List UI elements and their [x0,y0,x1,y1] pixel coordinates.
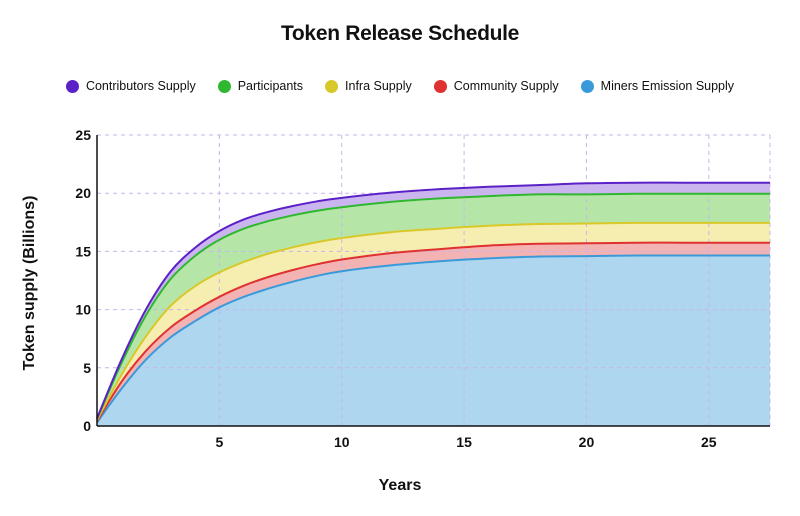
x-tick-label: 20 [579,434,595,450]
series-line-community-supply [96,241,770,422]
chart-title: Token Release Schedule [280,22,520,45]
legend-item: Community Supply [433,79,559,93]
x-tick-label: 10 [334,434,350,450]
legend-swatch [325,79,339,93]
y-tick-label: 15 [75,243,91,259]
legend: Contributors Supply Participants Infra Sup… [0,79,800,93]
legend-item: Miners Emission Supply [580,79,735,93]
legend-item: Infra Supply [325,79,412,93]
legend-label: Participants [237,79,304,93]
legend-label: Community Supply [453,79,559,93]
y-axis-label: Token supply (Billions) [21,195,38,371]
area-miners-emission-supply [97,255,770,426]
legend-label: Contributors Supply [85,79,196,93]
y-tick-label: 25 [75,127,91,143]
y-tick-label: 5 [83,360,91,376]
x-tick-label: 5 [215,434,223,450]
y-tick-label: 0 [83,418,91,434]
area-participants [97,193,770,421]
legend-item: Contributors Supply [65,79,196,93]
legend-swatch [217,79,231,93]
legend-swatch [433,79,447,93]
series-line-infra-supply [96,221,770,421]
series-line-participants [96,192,770,420]
x-tick-label: 25 [701,434,717,450]
x-tick-label: 15 [456,434,472,450]
x-axis-label: Years [378,477,422,494]
area-infra-supply [97,222,770,422]
series-line-contributors-supply [96,181,770,419]
legend-label: Miners Emission Supply [600,79,735,93]
area-community-supply [97,242,770,423]
legend-swatch [65,79,79,93]
y-tick-label: 10 [75,302,91,318]
legend-item: Participants [217,79,304,93]
legend-label: Infra Supply [345,79,412,93]
y-tick-label: 20 [75,185,91,201]
series-line-miners-emission-supply [96,254,770,424]
legend-swatch [580,79,594,93]
